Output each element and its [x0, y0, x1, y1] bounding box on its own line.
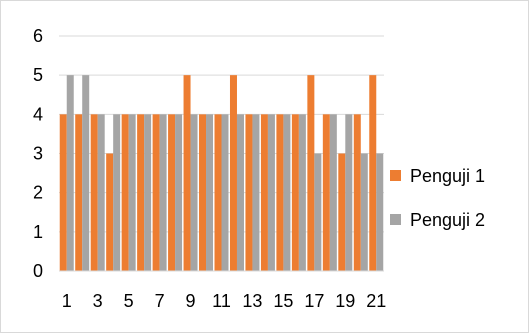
bar-penguji-2-20: [360, 153, 368, 271]
legend-item-penguji-1: Penguji 1: [390, 166, 485, 186]
x-tick-label: 5: [124, 291, 134, 311]
legend-label: Penguji 1: [410, 166, 485, 186]
bar-penguji-1-7: [152, 114, 160, 271]
bar-penguji-1-10: [199, 114, 207, 271]
legend-label: Penguji 2: [410, 210, 485, 230]
x-tick-label: 13: [242, 291, 262, 311]
x-tick-label: 7: [155, 291, 165, 311]
bar-penguji-1-11: [214, 114, 222, 271]
bar-penguji-2-15: [283, 114, 291, 271]
bar-penguji-1-4: [106, 153, 114, 271]
x-tick-label: 3: [93, 291, 103, 311]
x-tick-label: 15: [273, 291, 293, 311]
bar-penguji-1-14: [260, 114, 268, 271]
bar-penguji-2-14: [267, 114, 275, 271]
bar-penguji-2-1: [66, 75, 74, 272]
bar-penguji-1-8: [168, 114, 176, 271]
y-tick-label: 1: [33, 222, 43, 242]
bar-penguji-1-6: [137, 114, 145, 271]
bar-penguji-2-9: [190, 114, 198, 271]
bar-penguji-1-13: [245, 114, 253, 271]
legend-swatch: [390, 170, 401, 181]
bar-penguji-1-16: [291, 114, 299, 271]
bar-penguji-2-18: [329, 114, 337, 271]
legend: Penguji 1 Penguji 2: [390, 166, 485, 230]
y-tick-label: 6: [33, 26, 43, 46]
bar-penguji-2-5: [128, 114, 136, 271]
x-tick-label: 19: [335, 291, 355, 311]
bar-penguji-2-3: [97, 114, 105, 271]
bar-penguji-2-16: [298, 114, 306, 271]
legend-swatch: [390, 214, 401, 225]
bar-penguji-1-19: [338, 153, 346, 271]
x-tick-label: 1: [62, 291, 72, 311]
bar-penguji-2-19: [345, 114, 353, 271]
legend-item-penguji-2: Penguji 2: [390, 210, 485, 230]
bar-penguji-1-21: [369, 75, 377, 272]
bar-penguji-1-3: [90, 114, 98, 271]
bar-penguji-1-17: [307, 75, 315, 272]
bar-penguji-1-20: [353, 114, 361, 271]
y-tick-labels: 0 1 2 3 4 5 6: [33, 26, 43, 281]
bars: [59, 75, 384, 272]
x-tick-label: 17: [304, 291, 324, 311]
bar-penguji-2-6: [144, 114, 152, 271]
bar-penguji-2-7: [159, 114, 167, 271]
bar-penguji-1-12: [229, 75, 237, 272]
bar-penguji-2-13: [252, 114, 260, 271]
bar-penguji-1-1: [59, 114, 67, 271]
bar-penguji-2-17: [314, 153, 322, 271]
y-tick-label: 3: [33, 144, 43, 164]
bar-penguji-2-21: [376, 153, 384, 271]
bar-penguji-2-2: [82, 75, 90, 272]
x-tick-label: 9: [186, 291, 196, 311]
bar-penguji-1-15: [276, 114, 284, 271]
bar-penguji-1-9: [183, 75, 191, 272]
x-tick-label: 11: [212, 291, 231, 311]
x-tick-labels: 1 3 5 7 9 11 13 15 17 19 21: [62, 291, 387, 311]
bar-penguji-2-8: [175, 114, 183, 271]
bar-penguji-2-11: [221, 114, 229, 271]
x-tick-label: 21: [366, 291, 386, 311]
y-tick-label: 5: [33, 65, 43, 85]
bar-penguji-2-12: [236, 114, 244, 271]
bar-penguji-1-2: [75, 114, 83, 271]
bar-penguji-2-4: [113, 114, 121, 271]
y-tick-label: 0: [33, 261, 43, 281]
y-tick-label: 4: [33, 104, 43, 124]
bar-penguji-1-5: [121, 114, 129, 271]
bar-penguji-2-10: [206, 114, 214, 271]
y-tick-label: 2: [33, 183, 43, 203]
bar-penguji-1-18: [322, 114, 330, 271]
